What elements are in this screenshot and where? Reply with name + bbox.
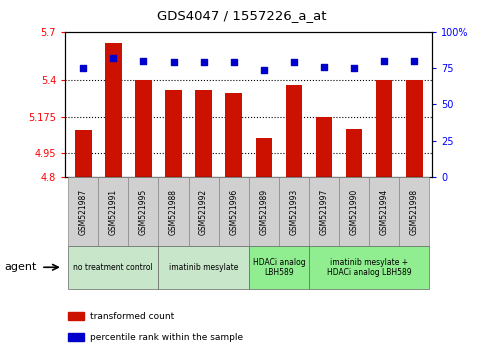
Bar	[399, 177, 429, 246]
Point	[230, 59, 238, 65]
Bar	[68, 312, 84, 320]
Text: GSM521997: GSM521997	[319, 188, 328, 235]
Point	[170, 59, 177, 65]
Text: GSM521988: GSM521988	[169, 189, 178, 234]
Point	[350, 65, 358, 71]
Text: GSM521993: GSM521993	[289, 188, 298, 235]
Text: GSM521989: GSM521989	[259, 188, 268, 235]
Text: GSM521996: GSM521996	[229, 188, 238, 235]
Point	[79, 65, 87, 71]
Bar	[188, 177, 219, 246]
Bar	[226, 93, 242, 177]
Text: imatinib mesylate: imatinib mesylate	[169, 263, 238, 272]
Bar	[75, 130, 92, 177]
Bar	[68, 333, 84, 341]
Bar	[309, 177, 339, 246]
Point	[290, 59, 298, 65]
Bar	[316, 116, 332, 177]
Bar	[256, 138, 272, 177]
Text: GSM521987: GSM521987	[79, 188, 88, 235]
Bar	[369, 177, 399, 246]
Text: percentile rank within the sample: percentile rank within the sample	[90, 333, 243, 342]
Text: GSM521992: GSM521992	[199, 188, 208, 235]
Bar	[158, 177, 188, 246]
Bar	[249, 177, 279, 246]
Bar	[135, 80, 152, 177]
Point	[380, 58, 388, 64]
Text: GSM521990: GSM521990	[350, 188, 358, 235]
Text: transformed count: transformed count	[90, 312, 174, 321]
Bar	[68, 177, 99, 246]
Bar	[406, 80, 423, 177]
Text: GSM521991: GSM521991	[109, 188, 118, 235]
Text: GSM521998: GSM521998	[410, 188, 419, 235]
Bar	[195, 90, 212, 177]
Point	[411, 58, 418, 64]
Point	[140, 58, 147, 64]
Text: no treatment control: no treatment control	[73, 263, 153, 272]
Bar	[309, 246, 429, 289]
Point	[320, 64, 328, 69]
Bar	[376, 80, 392, 177]
Bar	[339, 177, 369, 246]
Bar	[285, 85, 302, 177]
Bar	[249, 246, 309, 289]
Bar	[165, 90, 182, 177]
Point	[110, 55, 117, 61]
Bar	[346, 129, 362, 177]
Bar	[68, 246, 158, 289]
Point	[260, 67, 268, 73]
Bar	[128, 177, 158, 246]
Text: GDS4047 / 1557226_a_at: GDS4047 / 1557226_a_at	[157, 9, 326, 22]
Text: HDACi analog
LBH589: HDACi analog LBH589	[253, 258, 305, 277]
Bar	[158, 246, 249, 289]
Text: agent: agent	[5, 262, 37, 272]
Bar	[105, 43, 122, 177]
Point	[200, 59, 208, 65]
Text: imatinib mesylate +
HDACi analog LBH589: imatinib mesylate + HDACi analog LBH589	[327, 258, 412, 277]
Text: GSM521994: GSM521994	[380, 188, 389, 235]
Bar	[279, 177, 309, 246]
Text: GSM521995: GSM521995	[139, 188, 148, 235]
Bar	[219, 177, 249, 246]
Bar	[99, 177, 128, 246]
